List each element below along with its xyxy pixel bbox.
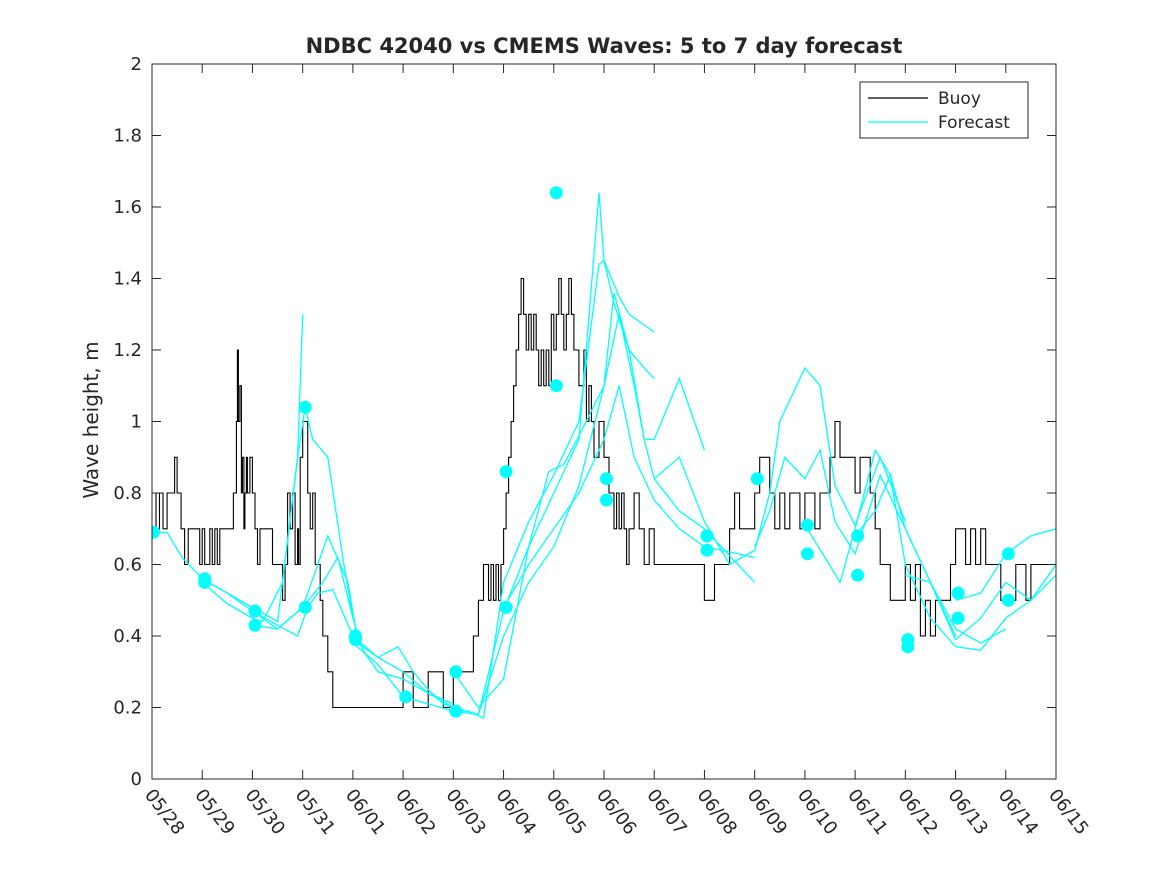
forecast-marker-18: [600, 493, 613, 507]
y-tick-label: 0.2: [113, 698, 142, 719]
y-tick-label: 0.4: [113, 626, 142, 647]
y-tick-label: 2: [131, 54, 142, 75]
legend-label-2: Forecast: [938, 113, 1010, 133]
forecast-marker-27: [901, 640, 915, 654]
forecast-marker-22: [800, 518, 814, 532]
forecast-marker-24: [851, 529, 865, 543]
y-tick-label: 0.8: [113, 483, 142, 504]
forecast-marker-20: [700, 543, 714, 557]
forecast-series-line-2: [201, 578, 354, 637]
forecast-marker-31: [1001, 593, 1015, 607]
forecast-marker-16: [549, 379, 563, 393]
forecast-marker-13: [499, 465, 513, 479]
legend-box: [859, 81, 1029, 139]
forecast-marker-17: [600, 472, 613, 486]
forecast-series-line-8: [452, 314, 706, 709]
forecast-marker-30: [1001, 547, 1015, 561]
y-tick-label: 1.8: [113, 126, 142, 147]
y-tick-label: 1.6: [113, 197, 142, 218]
forecast-marker-23: [800, 547, 814, 561]
forecast-marker-15: [549, 186, 563, 200]
legend: Buoy Forecast: [859, 81, 1029, 139]
forecast-marker-19: [700, 529, 714, 543]
forecast-marker-6: [298, 400, 312, 414]
forecast-series-line-3: [201, 407, 354, 623]
y-tick-label: 1.4: [113, 269, 142, 290]
forecast-series-line-11: [653, 366, 906, 566]
forecast-marker-9: [348, 633, 362, 647]
forecast-marker-14: [499, 600, 513, 614]
forecast-marker-3: [198, 575, 212, 589]
forecast-marker-1: [152, 525, 160, 539]
legend-label-1: Buoy: [938, 89, 981, 109]
y-axis-label: Wave height, m: [79, 341, 103, 498]
forecast-series-line-10: [503, 385, 755, 608]
forecast-marker-10: [399, 690, 413, 704]
forecast-series-line-14: [854, 472, 1056, 651]
forecast-marker-21: [750, 472, 764, 486]
y-tick-label: 0: [131, 769, 142, 790]
forecast-marker-29: [951, 611, 965, 625]
forecast-series-line-15: [905, 564, 1056, 641]
forecast-series-line-9: [453, 292, 756, 716]
forecast-series-line-5: [252, 534, 454, 709]
forecast-marker-12: [449, 704, 463, 718]
forecast-marker-25: [851, 568, 865, 582]
plot-area: [152, 186, 1056, 720]
forecast-marker-11: [449, 665, 463, 679]
buoy-series-line: [152, 277, 1056, 709]
y-tick-label: 1: [131, 412, 142, 433]
forecast-marker-5: [248, 618, 262, 632]
plot-series-group: [152, 186, 1056, 720]
forecast-series-line-6: [352, 259, 655, 720]
forecast-series-line-7: [352, 192, 655, 716]
y-tick-label: 1.2: [113, 340, 142, 361]
forecast-marker-7: [298, 600, 312, 614]
forecast-marker-28: [951, 586, 965, 600]
y-tick-label: 0.6: [113, 555, 142, 576]
forecast-marker-4: [248, 604, 262, 618]
chart-title: NDBC 42040 vs CMEMS Waves: 5 to 7 day fo…: [306, 34, 903, 58]
